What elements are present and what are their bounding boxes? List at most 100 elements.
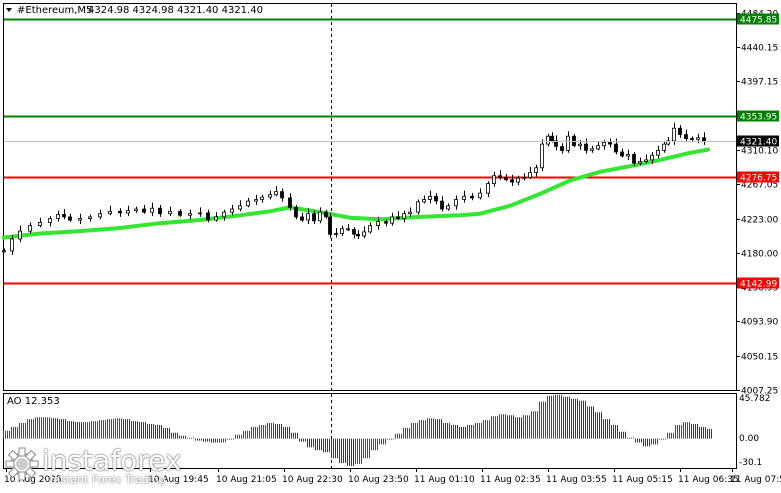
candle-body [408,211,412,215]
candle-body [306,213,310,221]
x-tick-label: 11 Aug 02:35 [480,475,541,485]
candle-body [206,212,210,221]
candle-body [504,176,508,181]
candle-body [402,213,406,219]
candle-body [312,213,316,222]
y-tick-label: 4267.05 [741,181,778,191]
candle-body [486,183,490,194]
candle-body [516,177,520,183]
logo-wordmark: instaforex [42,444,182,477]
candle-body [28,225,32,232]
symbol-timeframe: #Ethereum,M5 [17,5,92,16]
candle-body [590,148,594,151]
y-tick-label: 4440.15 [741,44,778,54]
candle-body [142,208,146,213]
current-price-label: 4321.40 [740,138,777,148]
candle-body [578,143,582,147]
candle-body [534,167,538,173]
candle-body [572,135,576,147]
candle-body [98,213,102,218]
logo-tagline: Instant Forex Trading [50,473,166,486]
candle-body [188,213,192,216]
candle-body [614,143,618,153]
ao-label: AO 12.353 [7,396,60,407]
candle-body [690,138,694,140]
y-tick-label: 4050.15 [741,353,778,363]
candle-body [56,214,60,219]
x-tick-label: 10 Aug 2025 [4,475,62,485]
candle-body [318,211,322,222]
candle-body [280,191,284,199]
candle-body [428,195,432,200]
y-tick-label: 4093.90 [741,318,778,328]
candle-body [118,210,122,214]
y-tick-label: 4180.00 [741,250,778,260]
level-label: 4142.99 [740,280,777,290]
time-axis: 10 Aug 2025 10 Aug 19:45 10 Aug 21:05 10 Au… [4,468,781,485]
candle-body [328,216,332,235]
candle-body [352,229,356,235]
candle-body [288,197,292,208]
candle-body [638,161,642,164]
collapse-triangle-icon[interactable] [6,8,12,12]
candle-body [470,195,474,199]
candle-body [560,146,564,151]
candle-body [540,143,544,169]
candle-body [48,218,52,223]
x-tick-label: 11 Aug 07:55 [730,475,781,485]
candle-body [528,172,532,178]
candle-body [416,201,420,213]
candle-body [384,221,388,224]
x-tick-label: 11 Aug 06:35 [678,475,739,485]
level-label-box [737,13,779,25]
y-tick-label: 4007.25 [741,387,778,397]
candle-body [246,200,250,207]
moving-average [2,147,710,240]
candle-body [492,175,496,184]
horizontal-levels [4,18,736,285]
ao-tick-min: -30.1 [739,458,762,468]
candle-body [650,154,654,161]
candle-body [214,216,218,221]
level-label: 4475.85 [740,16,777,26]
candle-body [346,228,350,231]
candle-body [522,176,526,179]
level-labels: 4475.85 4353.95 4276.75 4142.99 [737,13,779,290]
level-label-box [737,277,779,289]
ao-tick-max: 45.782 [739,394,771,404]
candle-body [684,134,688,140]
candle-body [230,208,234,213]
level-label-box [737,110,779,122]
x-tick-label: 10 Aug 22:30 [282,475,343,485]
candle-body [38,221,42,226]
instaforex-logo: instaforex Instant Forex Trading [4,446,204,486]
candle-body [620,151,624,157]
candle-body [126,210,130,214]
candle-body [62,214,66,218]
y-tick-label: 4310.10 [741,147,778,157]
candle-body [18,230,22,240]
level-label: 4276.75 [740,174,777,184]
candle-body [168,210,172,215]
candle-body [178,210,182,216]
candle-body [134,208,138,212]
ohlc-values: 4324.98 4324.98 4321.40 4321.40 [88,5,263,16]
candle-body [68,216,72,221]
gear-logo-icon [5,447,39,481]
candle-body [238,205,242,210]
ao-tick-zero: 0.00 [739,434,759,444]
candle-body [300,216,304,221]
candle-body [510,179,514,183]
candle-body [602,142,606,147]
candle-body [678,127,682,135]
x-tick-label: 11 Aug 01:10 [414,475,475,485]
level-label-box [737,171,779,183]
candle-body [10,238,14,252]
candle-body [672,127,676,142]
candle-body [2,250,6,253]
candle-body [498,175,502,178]
candle-body [584,143,588,151]
candle-body [422,199,426,203]
